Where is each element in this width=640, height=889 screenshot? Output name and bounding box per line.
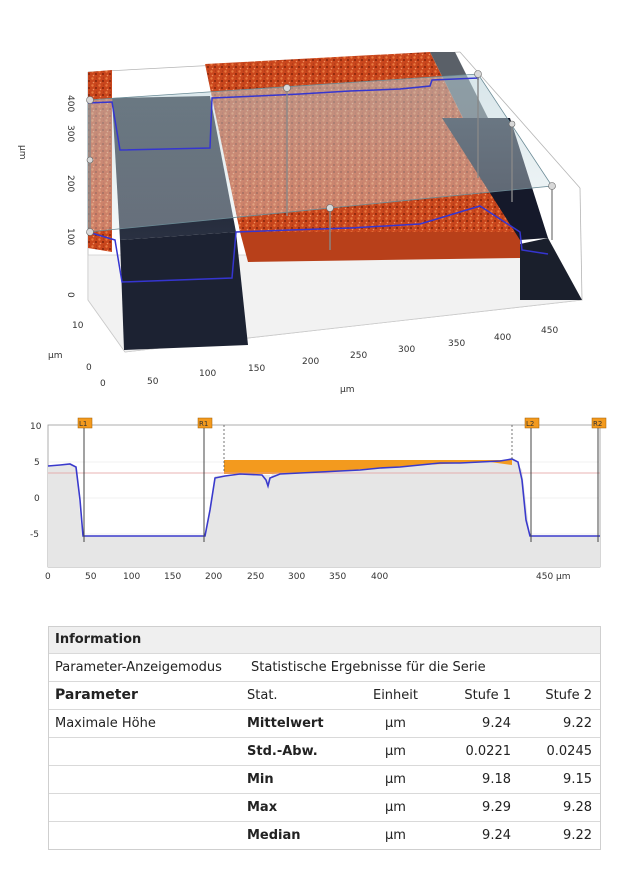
x-tick-400: 400 <box>494 333 511 343</box>
step1-value: 0.0221 <box>465 744 512 759</box>
plateau-front <box>240 232 520 262</box>
stat-name: Mittelwert <box>247 716 324 731</box>
profile-x-tick-50: 50 <box>85 572 97 582</box>
parameter-name-empty <box>49 822 241 849</box>
z-tick-200: 200 <box>65 175 75 192</box>
x-tick-250: 250 <box>350 351 367 361</box>
col-header-step1: Stufe 1 <box>464 688 511 703</box>
col-header-step2: Stufe 2 <box>545 688 592 703</box>
table-header-row: Parameter Stat. Einheit Stufe 1 Stufe 2 <box>49 682 600 710</box>
marker-R2[interactable]: R2 <box>591 417 607 429</box>
parameter-name-empty <box>49 766 241 793</box>
profile-x-tick-450: 450 µm <box>536 572 571 582</box>
step2-value: 9.15 <box>563 772 592 787</box>
x-tick-300: 300 <box>398 345 415 355</box>
z-tick-0: 0 <box>65 292 75 298</box>
profile-y-tick-0: 0 <box>34 494 40 504</box>
profile-y-tick-neg5: -5 <box>30 530 39 540</box>
z-tick-100: 100 <box>65 228 75 245</box>
col-header-unit: Einheit <box>372 688 418 703</box>
unit-cell: µm <box>385 800 406 815</box>
profile-trace-3d <box>87 77 479 151</box>
stat-name: Max <box>247 800 278 815</box>
profile-fill <box>48 460 600 567</box>
stat-name: Min <box>247 772 274 787</box>
pit-right-front <box>520 238 582 300</box>
unit-cell: µm <box>385 716 406 731</box>
step2-value: 9.22 <box>563 716 592 731</box>
stat-name: Std.-Abw. <box>247 744 318 759</box>
marker-L1[interactable]: L1 <box>77 417 93 429</box>
x-tick-150: 150 <box>248 364 265 374</box>
step1-value: 9.29 <box>482 800 511 815</box>
step1-value: 9.24 <box>482 716 511 731</box>
surface-3d-view[interactable]: 400 300 200 100 0 µm 10 0 µm 0 50 100 15… <box>0 0 640 400</box>
profile-y-tick-10: 10 <box>30 422 42 432</box>
y-axis-unit: µm <box>48 351 63 361</box>
table-row: Std.-Abw. µm 0.0221 0.0245 <box>49 738 600 766</box>
col-header-parameter: Parameter <box>55 687 138 703</box>
display-mode-row: Parameter-Anzeigemodus Statistische Erge… <box>49 654 600 682</box>
x-tick-350: 350 <box>448 339 465 349</box>
z-axis-unit: µm <box>17 145 27 160</box>
display-mode-label: Parameter-Anzeigemodus <box>55 660 222 675</box>
table-row: Min µm 9.18 9.15 <box>49 766 600 794</box>
x-tick-50: 50 <box>147 377 159 387</box>
svg-text:R2: R2 <box>593 420 602 428</box>
y-tick-0: 0 <box>86 363 92 373</box>
information-panel: Information Parameter-Anzeigemodus Stati… <box>48 626 601 850</box>
profile-line <box>47 458 600 537</box>
z-tick-300: 300 <box>65 125 75 142</box>
col-header-stat: Stat. <box>247 688 278 703</box>
parameter-name-empty <box>49 794 241 821</box>
profile-x-tick-0: 0 <box>45 572 51 582</box>
display-mode-value: Statistische Ergebnisse für die Serie <box>251 660 486 675</box>
unit-cell: µm <box>385 744 406 759</box>
profile-chart[interactable]: L1 R1 L2 R2 10 5 0 -5 0 50 100 150 200 2… <box>0 410 640 585</box>
marker-dotted-lines <box>223 425 513 472</box>
svg-text:L2: L2 <box>526 420 534 428</box>
step2-value: 9.22 <box>563 828 592 843</box>
marker-R1[interactable]: R1 <box>197 417 213 429</box>
step1-value: 9.24 <box>482 828 511 843</box>
profile-trace-3d-front <box>87 205 549 283</box>
plane-posts <box>89 74 553 250</box>
profile-y-tick-5: 5 <box>34 458 40 468</box>
table-row: Max µm 9.29 9.28 <box>49 794 600 822</box>
table-row: Median µm 9.24 9.22 <box>49 822 600 849</box>
information-title: Information <box>49 627 600 654</box>
stat-name: Median <box>247 828 301 843</box>
step2-value: 9.28 <box>563 800 592 815</box>
svg-text:L1: L1 <box>79 420 87 428</box>
parameter-name: Maximale Höhe <box>55 716 156 731</box>
x-axis-unit: µm <box>340 385 355 395</box>
profile-x-tick-350: 350 <box>329 572 346 582</box>
step1-value: 9.18 <box>482 772 511 787</box>
post-knobs <box>86 70 556 236</box>
profile-x-tick-100: 100 <box>123 572 140 582</box>
profile-x-tick-250: 250 <box>247 572 264 582</box>
parameter-name-empty <box>49 738 241 765</box>
profile-x-tick-300: 300 <box>288 572 305 582</box>
unit-cell: µm <box>385 828 406 843</box>
unit-cell: µm <box>385 772 406 787</box>
z-tick-400: 400 <box>65 95 75 112</box>
profile-x-tick-150: 150 <box>164 572 181 582</box>
x-tick-450: 450 <box>541 326 558 336</box>
y-tick-10: 10 <box>72 321 84 331</box>
x-tick-200: 200 <box>302 357 319 367</box>
profile-x-tick-200: 200 <box>205 572 222 582</box>
pit-left-front <box>120 232 248 350</box>
x-tick-0: 0 <box>100 379 106 389</box>
marker-L2[interactable]: L2 <box>524 417 540 429</box>
profile-x-tick-400: 400 <box>371 572 388 582</box>
svg-text:R1: R1 <box>199 420 208 428</box>
step2-value: 0.0245 <box>546 744 593 759</box>
table-row: Maximale Höhe Mittelwert µm 9.24 9.22 <box>49 710 600 738</box>
x-tick-100: 100 <box>199 369 216 379</box>
marker-lines <box>83 425 599 542</box>
